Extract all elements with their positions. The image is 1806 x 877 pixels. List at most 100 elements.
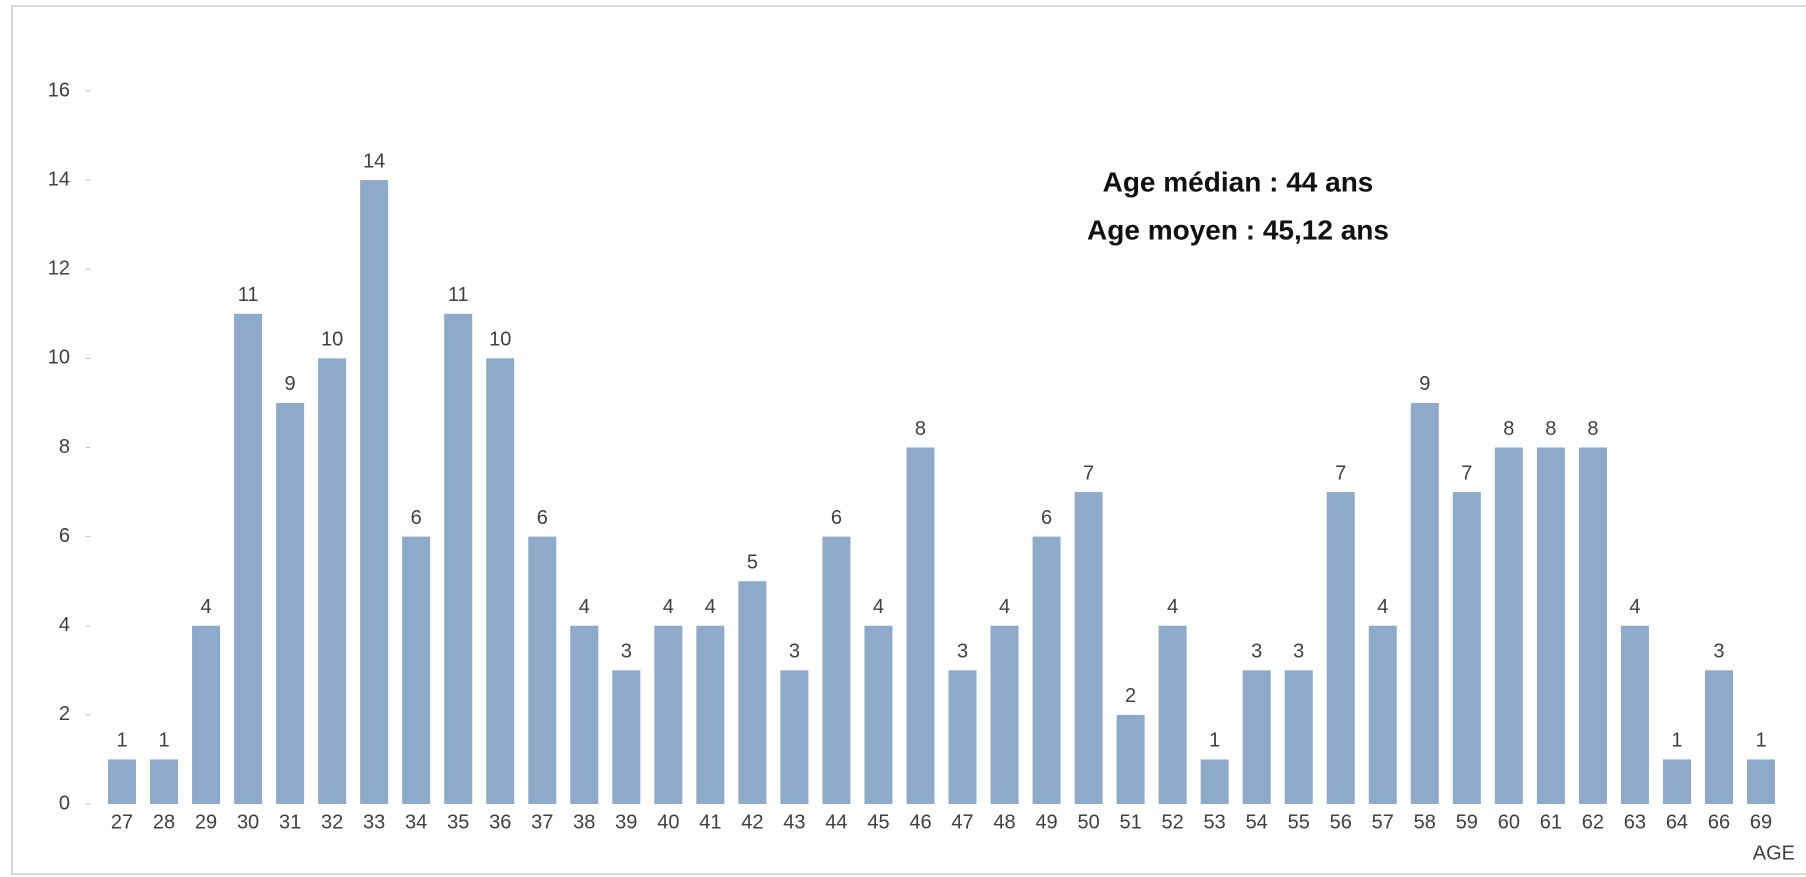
bar: [1410, 402, 1439, 804]
bar: [1494, 447, 1523, 804]
annotation: Age moyen : 45,12 ans: [1087, 214, 1389, 245]
data-label: 8: [1503, 418, 1514, 440]
data-label: 6: [1041, 507, 1052, 529]
bar: [360, 180, 389, 804]
x-tick-label: 46: [909, 811, 931, 833]
data-label: 4: [663, 596, 674, 618]
bar: [1116, 714, 1145, 804]
data-label: 6: [411, 507, 422, 529]
x-tick-label: 48: [993, 811, 1015, 833]
x-tick-label: 37: [531, 811, 553, 833]
bar: [528, 536, 557, 804]
x-tick-label: 69: [1750, 811, 1772, 833]
data-label: 6: [831, 507, 842, 529]
x-tick-label: 45: [867, 811, 889, 833]
data-label: 8: [915, 418, 926, 440]
x-tick-label: 27: [111, 811, 133, 833]
data-label: 14: [363, 150, 385, 172]
x-tick-label: 30: [237, 811, 259, 833]
bar: [192, 625, 221, 804]
bar: [402, 536, 431, 804]
data-label: 3: [1713, 641, 1724, 663]
bar: [780, 670, 809, 804]
data-label: 7: [1335, 462, 1346, 484]
data-label: 8: [1545, 418, 1556, 440]
x-tick-label: 28: [153, 811, 175, 833]
x-tick-label: 53: [1204, 811, 1226, 833]
data-label: 7: [1083, 462, 1094, 484]
bar: [318, 358, 347, 804]
x-tick-label: 57: [1372, 811, 1394, 833]
bar: [738, 581, 767, 804]
data-label: 4: [200, 596, 211, 618]
x-tick-label: 44: [825, 811, 847, 833]
x-tick-label: 34: [405, 811, 427, 833]
bar: [150, 759, 179, 804]
x-tick-label: 39: [615, 811, 637, 833]
bar: [1326, 492, 1355, 804]
y-tick-label: 0: [59, 792, 70, 814]
x-tick-label: 58: [1414, 811, 1436, 833]
data-label: 3: [621, 641, 632, 663]
x-tick-label: 42: [741, 811, 763, 833]
y-tick-label: 16: [48, 79, 70, 101]
data-label: 9: [285, 373, 296, 395]
x-tick-label: 54: [1246, 811, 1268, 833]
bar: [654, 625, 683, 804]
x-axis-label: AGE: [1753, 842, 1795, 864]
bar: [486, 358, 515, 804]
x-tick-label: 43: [783, 811, 805, 833]
bar: [612, 670, 641, 804]
x-tick-label: 66: [1708, 811, 1730, 833]
y-tick-label: 6: [59, 525, 70, 547]
x-tick-label: 50: [1077, 811, 1099, 833]
data-label: 10: [321, 329, 343, 351]
bar: [822, 536, 851, 804]
x-tick-label: 56: [1330, 811, 1352, 833]
bar: [948, 670, 977, 804]
bar: [1032, 536, 1061, 804]
x-tick-label: 62: [1582, 811, 1604, 833]
x-tick-label: 35: [447, 811, 469, 833]
bar: [276, 402, 305, 804]
x-tick-label: 60: [1498, 811, 1520, 833]
y-tick-label: 12: [48, 258, 70, 280]
bar: [1158, 625, 1187, 804]
x-tick-label: 36: [489, 811, 511, 833]
bar: [1662, 759, 1691, 804]
data-label: 10: [489, 329, 511, 351]
data-label: 8: [1587, 418, 1598, 440]
data-label: 6: [537, 507, 548, 529]
x-tick-label: 61: [1540, 811, 1562, 833]
bar: [1368, 625, 1397, 804]
x-tick-label: 40: [657, 811, 679, 833]
y-tick-label: 14: [48, 168, 70, 190]
x-tick-label: 41: [699, 811, 721, 833]
annotation: Age médian : 44 ans: [1103, 166, 1374, 197]
y-tick-label: 8: [59, 436, 70, 458]
data-label: 4: [1629, 596, 1640, 618]
bar: [1620, 625, 1649, 804]
bar: [864, 625, 893, 804]
data-label: 4: [1167, 596, 1178, 618]
data-label: 11: [238, 284, 259, 306]
x-tick-label: 55: [1288, 811, 1310, 833]
y-tick-label: 2: [59, 703, 70, 725]
data-label: 3: [957, 641, 968, 663]
bar: [1578, 447, 1607, 804]
bar: [444, 313, 473, 804]
data-label: 5: [747, 551, 758, 573]
y-tick-label: 4: [59, 614, 70, 636]
bar: [1536, 447, 1565, 804]
x-tick-label: 38: [573, 811, 595, 833]
x-tick-label: 51: [1119, 811, 1141, 833]
data-label: 1: [158, 730, 169, 752]
data-label: 2: [1125, 685, 1136, 707]
bar: [1747, 759, 1775, 804]
x-tick-label: 64: [1666, 811, 1688, 833]
data-label: 11: [448, 284, 469, 306]
x-tick-label: 29: [195, 811, 217, 833]
data-label: 1: [1671, 730, 1682, 752]
x-tick-label: 33: [363, 811, 385, 833]
data-label: 4: [999, 596, 1010, 618]
